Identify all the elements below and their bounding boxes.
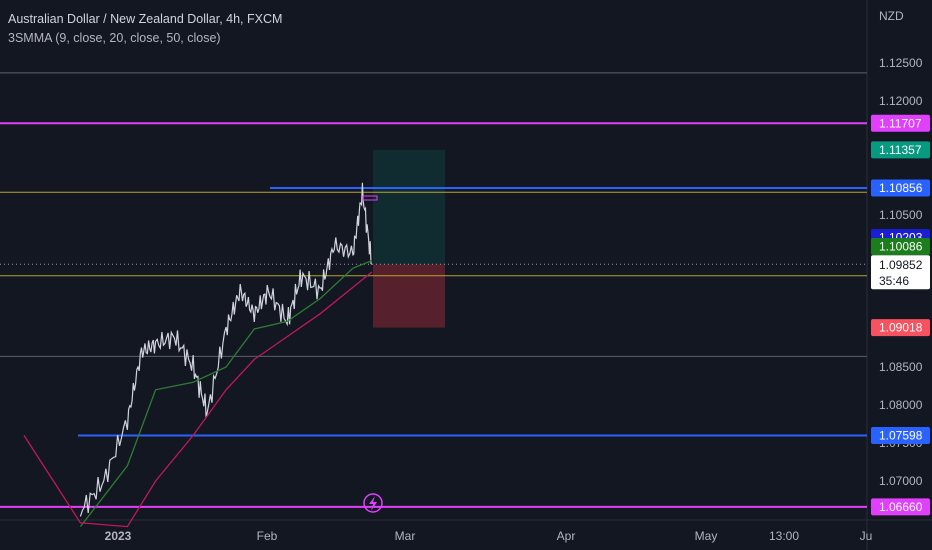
- time-tick-label: Ju: [860, 529, 873, 543]
- price-tick-label: 1.12000: [879, 94, 923, 108]
- series-smma-50-line[interactable]: [23, 271, 373, 528]
- position-profit-zone[interactable]: [373, 149, 445, 265]
- lightning-icon: [369, 496, 377, 511]
- price-label-text: 1.06660: [879, 500, 923, 514]
- series-price-line[interactable]: [79, 182, 373, 517]
- price-label-badge[interactable]: [871, 237, 930, 255]
- drawing-marker[interactable]: [362, 195, 378, 201]
- event-marker-circle[interactable]: [363, 493, 383, 513]
- symbol-title[interactable]: Australian Dollar / New Zealand Dollar, …: [8, 12, 283, 26]
- price-tick-label: 1.10500: [879, 208, 923, 222]
- price-label-badge[interactable]: [871, 498, 930, 516]
- last-price-text: 1.09852: [879, 258, 923, 272]
- price-label-text: 1.07598: [879, 429, 923, 443]
- indicator-label[interactable]: 3SMMA (9, close, 20, close, 50, close): [8, 31, 221, 45]
- price-label-badge[interactable]: [871, 319, 930, 337]
- price-label-badge[interactable]: [871, 114, 930, 132]
- price-tick-label: 1.08000: [879, 398, 923, 412]
- countdown-text: 35:46: [879, 274, 909, 288]
- time-tick-label: Apr: [557, 529, 576, 543]
- time-tick-label: Feb: [257, 529, 278, 543]
- time-tick-label: 2023: [105, 529, 132, 543]
- series-smma-9-line[interactable]: [79, 259, 373, 527]
- price-tick-label: 1.08500: [879, 360, 923, 374]
- price-label-text: 1.11707: [879, 116, 922, 130]
- position-loss-zone[interactable]: [373, 264, 445, 328]
- price-tick-label: 1.12500: [879, 56, 923, 70]
- currency-label: NZD: [879, 9, 904, 23]
- price-label-text: 1.10856: [879, 181, 923, 195]
- price-label-badge[interactable]: [871, 427, 930, 445]
- time-tick-label: May: [695, 529, 718, 543]
- price-label-text: 1.11357: [879, 143, 922, 157]
- price-label-badge[interactable]: [871, 141, 930, 159]
- last-price-badge[interactable]: [871, 255, 930, 290]
- price-label-text: 1.09018: [879, 321, 923, 335]
- time-tick-label: Mar: [395, 529, 416, 543]
- price-label-badge[interactable]: [871, 179, 930, 197]
- time-tick-label: 13:00: [769, 529, 799, 543]
- price-tick-label: 1.07000: [879, 474, 923, 488]
- chart-legend: Australian Dollar / New Zealand Dollar, …: [8, 10, 282, 48]
- price-label-text: 1.10086: [879, 239, 923, 253]
